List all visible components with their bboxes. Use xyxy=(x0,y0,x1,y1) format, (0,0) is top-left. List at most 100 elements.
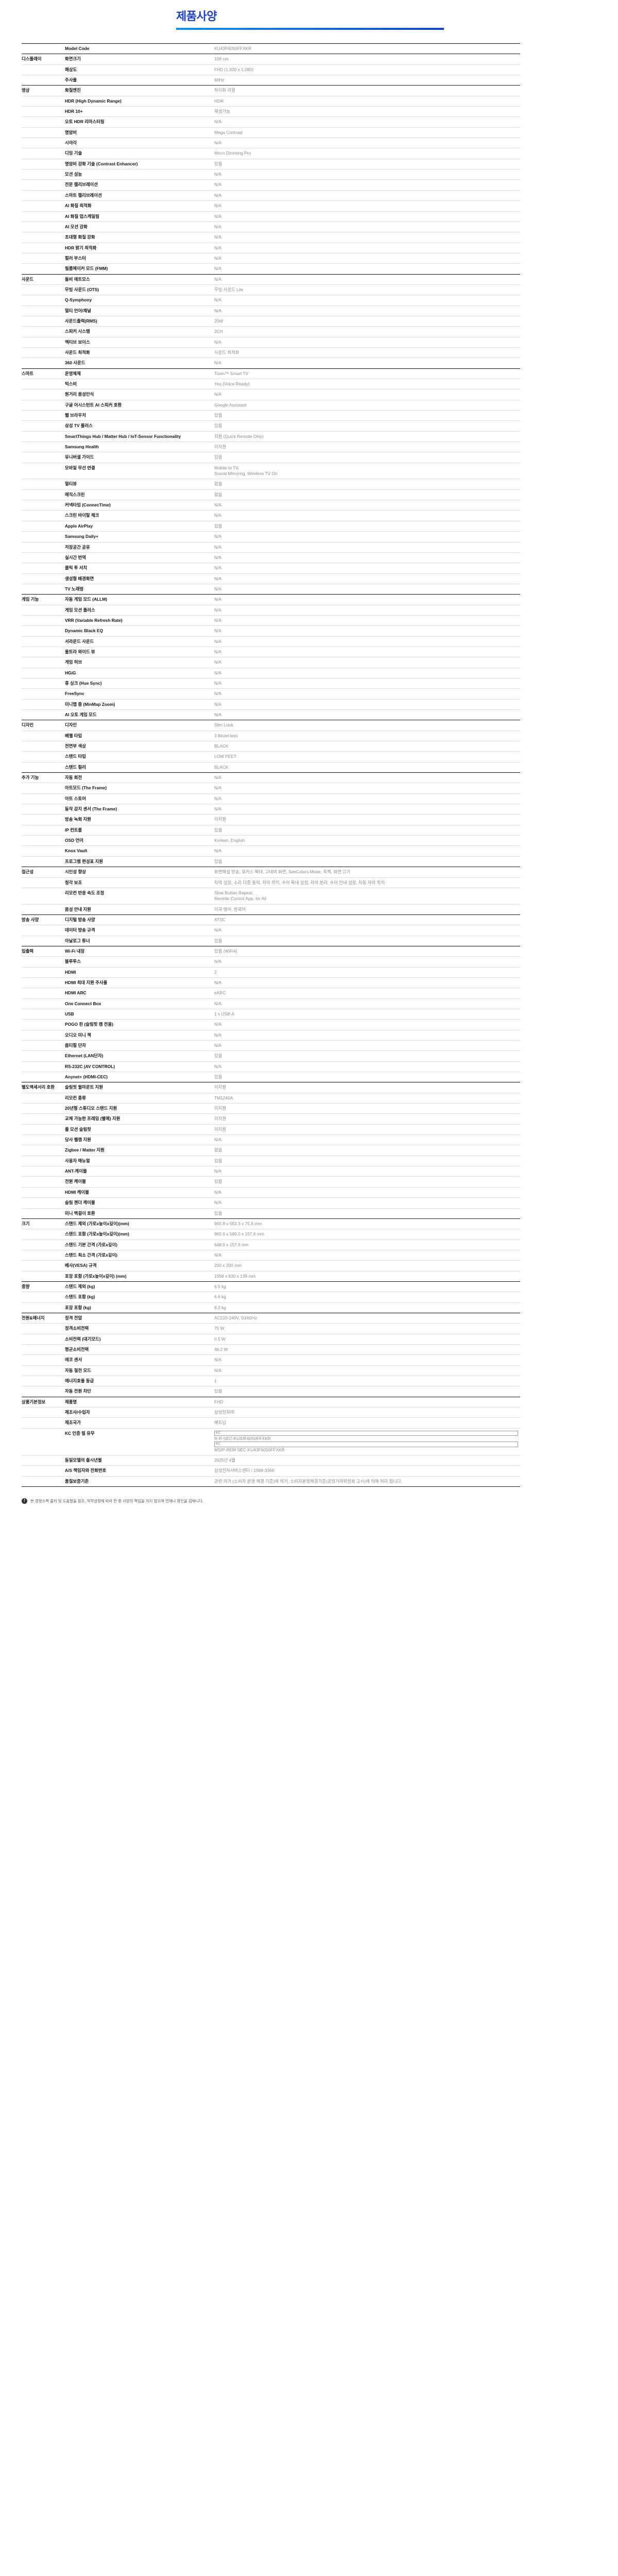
row-label: AI 화질 업스케일링 xyxy=(65,211,214,222)
row-value: 6.5 kg xyxy=(214,1281,520,1292)
row-value-line: Slow Button Repeat, xyxy=(214,890,254,895)
table-row: 360 사운드 N/A xyxy=(22,358,520,369)
row-label: 게임 모션 플러스 xyxy=(65,604,214,616)
row-label: 운영체제 xyxy=(65,368,214,379)
table-row: 스탠드 최소 간격 (가로x깊이) N/A xyxy=(22,1249,520,1261)
footnote-text: 본 경쟁스펙 출처 및 도움말을 참조, 작작성정에 따라 한 중 사양의 책임… xyxy=(30,1498,204,1503)
table-row: 베젤 타입 3 Bezel-less xyxy=(22,730,520,741)
row-label: 정격소비전력 xyxy=(65,1323,214,1334)
row-label: 풀 모션 슬림핏 xyxy=(65,1124,214,1135)
row-label: 주사율 xyxy=(65,75,214,86)
row-label: 초대형 화질 강화 xyxy=(65,232,214,243)
row-label: 사용자 매뉴얼 xyxy=(65,1155,214,1166)
row-label: 미니맵 줌 (MinMap Zoom) xyxy=(65,699,214,710)
row-value: 미지원 xyxy=(214,814,520,825)
row-value: FHD (1,920 x 1,080) xyxy=(214,64,520,75)
table-row: AI 화질 업스케일링 N/A xyxy=(22,211,520,222)
row-group xyxy=(22,510,65,521)
table-row: AI 모션 강화 N/A xyxy=(22,221,520,232)
row-label: Model Code xyxy=(65,43,214,54)
row-value: N/A xyxy=(214,169,520,180)
row-value: N/A xyxy=(214,1019,520,1030)
table-row: 소비전력 (대기모드) 0.5 W xyxy=(22,1333,520,1345)
row-group xyxy=(22,856,65,867)
row-value: 있음 xyxy=(214,1155,520,1166)
table-row: 컬러 부스터 N/A xyxy=(22,252,520,264)
row-group xyxy=(22,730,65,741)
row-value: N/A xyxy=(214,772,520,783)
row-label: 자동 전원 차단 xyxy=(65,1386,214,1397)
row-label: 평균소비전력 xyxy=(65,1344,214,1355)
row-label: 시야각 xyxy=(65,138,214,148)
table-row: AI 화질 최적화 N/A xyxy=(22,200,520,211)
row-group xyxy=(22,1197,65,1208)
table-row: 스탠드 타입 LOW FEET xyxy=(22,751,520,762)
row-group xyxy=(22,677,65,689)
row-value: 있음 xyxy=(214,158,520,170)
row-label: 멀티 언어/채널 xyxy=(65,305,214,316)
table-row: 방송 녹화 지원 미지원 xyxy=(22,814,520,825)
row-value: 미국 영어, 한국어 xyxy=(214,904,520,915)
row-label: 모션 성능 xyxy=(65,169,214,180)
table-row: 미니 벽걸이 호환 있음 xyxy=(22,1208,520,1219)
row-group xyxy=(22,925,65,936)
row-value: 없음 xyxy=(214,479,520,490)
row-label: 제조사/수입자 xyxy=(65,1407,214,1418)
row-group xyxy=(22,1454,65,1466)
row-label: 블루투스 xyxy=(65,956,214,968)
row-group xyxy=(22,190,65,201)
row-label: 스탠드 포함 (가로x높이x깊이)(mm) xyxy=(65,1229,214,1240)
table-row: 에너지효율 등급 1 xyxy=(22,1375,520,1386)
table-row: POGO 핀 (슬림핏 캠 전용) N/A xyxy=(22,1019,520,1030)
row-label: 오디오 미니 잭 xyxy=(65,1029,214,1041)
row-label: 아트 스토어 xyxy=(65,793,214,804)
row-label: 품질보증기준 xyxy=(65,1476,214,1487)
row-group xyxy=(22,75,65,86)
row-value: 미지원 xyxy=(214,1113,520,1125)
table-row: 유니버셜 가이드 있음 xyxy=(22,452,520,463)
row-group xyxy=(22,106,65,117)
row-group xyxy=(22,563,65,574)
spec-table: Model Code KU43F6050FFXKR 디스플레이 화면크기 108 cm 해… xyxy=(22,43,520,1487)
row-group xyxy=(22,1407,65,1418)
row-value: Mobile to TV, Sound Mirroring, Wireless T… xyxy=(214,462,520,479)
table-row: Samsung Daily+ N/A xyxy=(22,531,520,542)
table-row: 에코 센서 N/A xyxy=(22,1354,520,1366)
row-label: 데이터 방송 규격 xyxy=(65,925,214,936)
row-group xyxy=(22,252,65,264)
row-group xyxy=(22,877,65,888)
table-row: 디자인 디자인 Slim Look xyxy=(22,720,520,731)
row-label: ANT-케이블 xyxy=(65,1166,214,1177)
row-group xyxy=(22,1292,65,1303)
row-group xyxy=(22,552,65,563)
row-value: N/A xyxy=(214,677,520,689)
table-row: 방송 사양 디지털 방송 사양 ATSC xyxy=(22,914,520,925)
row-group xyxy=(22,887,65,905)
row-value: N/A xyxy=(214,510,520,521)
row-group xyxy=(22,1417,65,1429)
row-value: N/A xyxy=(214,563,520,574)
row-group xyxy=(22,667,65,679)
row-value: 있음 xyxy=(214,410,520,421)
table-row: 멀티 언어/채널 N/A xyxy=(22,305,520,316)
row-group xyxy=(22,1145,65,1156)
row-value: 관련 의거 (소비자 분쟁 해결 기준)에 의거, 소비자분쟁해결기준(공정거래… xyxy=(214,1476,520,1487)
table-row: 울트라 와이드 뷰 N/A xyxy=(22,646,520,657)
row-value: N/A xyxy=(214,531,520,542)
row-label: Wi-Fi 내장 xyxy=(65,945,214,957)
row-value: N/A xyxy=(214,1187,520,1198)
row-value: N/A xyxy=(214,636,520,647)
row-value: Google Assistant xyxy=(214,399,520,411)
table-row: 정격소비전력 75 W xyxy=(22,1323,520,1334)
row-group xyxy=(22,835,65,846)
row-group xyxy=(22,615,65,626)
row-value: 75 W xyxy=(214,1323,520,1334)
row-value: N/A xyxy=(214,1249,520,1261)
row-value: N/A xyxy=(214,804,520,815)
row-group-header: 방송 사양 xyxy=(22,914,65,925)
table-row: 오디오 미니 잭 N/A xyxy=(22,1029,520,1041)
table-row: 블루투스 N/A xyxy=(22,956,520,968)
row-group-header: 추가 기능 xyxy=(22,772,65,783)
row-label: 전면부 색상 xyxy=(65,741,214,752)
row-group xyxy=(22,1019,65,1030)
